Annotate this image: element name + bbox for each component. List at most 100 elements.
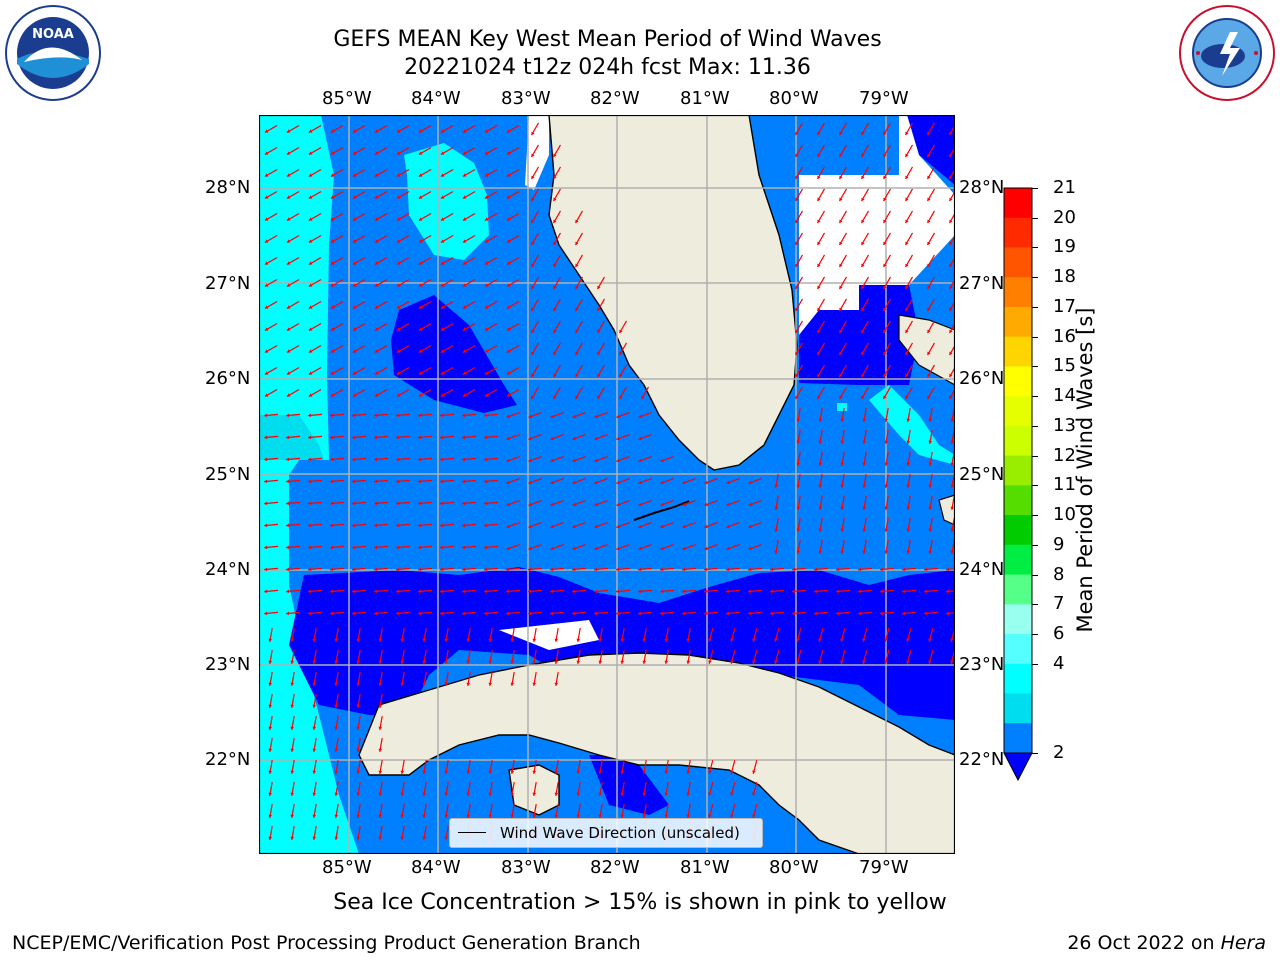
footer-date: 26 Oct 2022 on (1067, 932, 1221, 954)
wind-arrow-head (883, 285, 887, 290)
wind-arrow-head (883, 175, 887, 180)
wind-arrow-head (356, 682, 361, 686)
wind-arrow-head (462, 239, 467, 243)
wind-arrow-head (730, 792, 734, 796)
wind-arrow-head (352, 217, 357, 221)
florida-land (548, 115, 798, 471)
wind-arrow-head (506, 546, 510, 551)
wind-arrow-head (927, 197, 931, 202)
wind-arrow-head (818, 638, 822, 642)
wind-arrow-head (682, 502, 686, 507)
wind-arrow-head (484, 283, 489, 287)
wind-arrow-head (396, 393, 401, 397)
wind-arrow-head (616, 589, 620, 594)
wind-arrow-head (752, 660, 756, 664)
wind-arrow-head (308, 239, 313, 243)
wind-arrow-head (949, 307, 953, 312)
wind-arrow-head (444, 638, 449, 642)
wind-arrow-head (553, 395, 557, 400)
wind-arrow-head (861, 175, 865, 180)
sea-period-4-6-region (259, 115, 359, 854)
wind-arrow-head (418, 239, 423, 243)
colorbar-tick-14: 14 (1053, 385, 1076, 407)
wind-arrow-head (396, 261, 401, 265)
wind-arrow-head (814, 567, 818, 572)
wind-arrow-head (312, 682, 317, 686)
wind-arrow-head (553, 197, 557, 202)
chart-subtitle: 20221024 t12z 024h fcst Max: 11.36 (404, 55, 811, 80)
wind-arrow-head (330, 611, 334, 616)
wind-arrow-head (884, 484, 889, 488)
wind-arrow-head (817, 329, 821, 334)
wind-arrow-head (356, 638, 361, 642)
wind-arrow-head (880, 611, 884, 616)
wind-arrow-head (594, 611, 598, 616)
colorbar-tick-mark (1032, 188, 1038, 189)
wind-arrow-head (290, 836, 295, 840)
wind-arrow-head (531, 329, 535, 334)
wind-arrow-head (484, 457, 488, 462)
wind-arrow-head (352, 261, 357, 265)
noaa-logo-icon: NOAA (5, 5, 101, 101)
wind-arrow-head (792, 611, 796, 616)
wind-arrow-head (531, 219, 535, 224)
wind-arrow-head (330, 239, 335, 243)
wind-arrow-head (905, 241, 909, 246)
wind-arrow-head (594, 524, 598, 529)
wind-arrow-head (575, 263, 579, 268)
wind-arrow-head (440, 261, 445, 265)
wind-arrow-head (286, 413, 290, 418)
wind-arrow-head (686, 660, 691, 664)
wind-arrow-head (620, 638, 625, 642)
wind-arrow-head (619, 351, 623, 356)
wind-arrow-head (598, 792, 603, 796)
wind-arrow-head (927, 131, 931, 136)
wind-arrow-head (374, 195, 379, 199)
wind-arrow-head (748, 480, 752, 485)
wind-arrow-head (575, 241, 579, 246)
colorbar-tick-mark (1032, 396, 1038, 398)
wind-arrow-head (484, 523, 488, 528)
wind-arrow-head (818, 550, 823, 554)
wind-arrow-head (352, 567, 356, 572)
wind-arrow-head (906, 528, 911, 532)
nws-logo-icon (1179, 5, 1275, 101)
wind-arrow-head (440, 567, 444, 572)
wind-arrow-head (550, 546, 554, 551)
wind-arrow-head (796, 418, 801, 422)
wind-arrow-head (708, 638, 712, 642)
wind-arrow-head (510, 638, 515, 642)
wind-arrow-head (686, 638, 691, 642)
wind-arrow-head (400, 836, 405, 840)
wind-arrow-head (506, 502, 510, 507)
wind-arrow-head (796, 660, 800, 664)
wind-arrow-head (905, 153, 909, 158)
legend-line-swatch (458, 832, 486, 833)
wind-arrow-head (396, 479, 400, 484)
wind-arrow-head (352, 151, 357, 155)
wind-arrow-head (928, 660, 932, 664)
wind-arrow-head (330, 129, 335, 133)
wind-arrow-head (616, 502, 620, 507)
wind-arrow-head (488, 792, 493, 796)
wind-arrow-head (839, 307, 843, 312)
wind-arrow-head (378, 726, 383, 730)
wind-arrow-head (330, 479, 334, 484)
wind-arrow-head (616, 436, 620, 441)
lon-label-top-83w: 83°W (501, 88, 551, 109)
wind-arrow-head (660, 502, 664, 507)
wind-arrow-head (264, 457, 268, 462)
wind-arrow-head (466, 770, 471, 774)
wind-arrow-head (594, 567, 598, 572)
wind-arrow-head (883, 373, 887, 378)
wind-arrow-head (334, 682, 339, 686)
wind-arrow-head (330, 393, 335, 397)
wind-arrow-head (905, 131, 909, 136)
lat-label-left-26n: 26°N (205, 368, 251, 389)
wind-arrow-head (396, 435, 400, 440)
wind-arrow-head (532, 682, 537, 686)
wind-arrow-head (264, 173, 269, 177)
wind-arrow-head (462, 413, 466, 418)
wind-arrow-head (352, 305, 357, 309)
lon-label-top-80w: 80°W (769, 88, 819, 109)
